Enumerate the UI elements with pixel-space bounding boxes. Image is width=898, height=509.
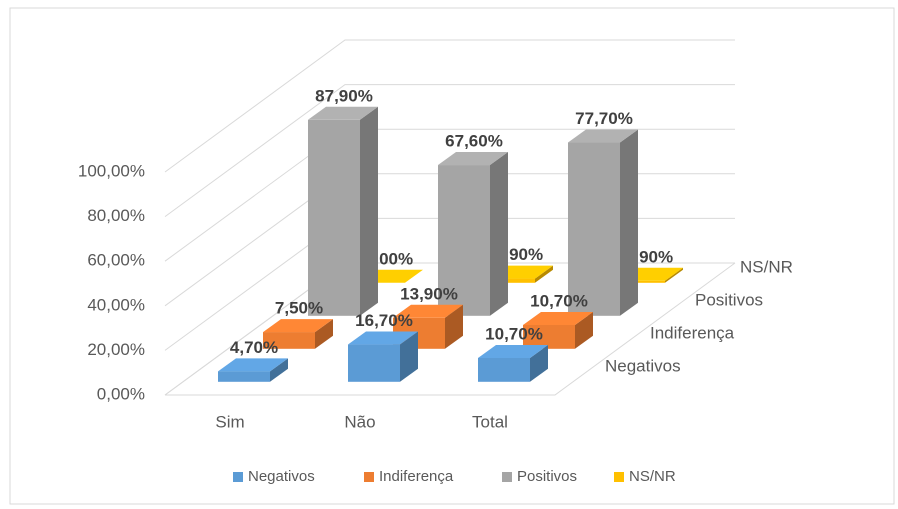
bar-side xyxy=(270,358,288,382)
value-label: 4,70% xyxy=(230,338,278,357)
depth-label: NS/NR xyxy=(740,257,793,276)
bar-top xyxy=(308,106,378,120)
bar-top xyxy=(523,311,593,325)
bar xyxy=(308,106,378,316)
y-tick-label: 60,00% xyxy=(87,251,145,270)
y-tick-label: 100,00% xyxy=(78,161,145,180)
legend-label: NS/NR xyxy=(629,468,676,485)
bar xyxy=(218,358,288,382)
bar-side xyxy=(530,344,548,382)
depth-label: Positivos xyxy=(695,290,763,309)
legend-swatch xyxy=(233,472,243,482)
bar-side xyxy=(490,152,508,316)
legend-label: Indiferença xyxy=(379,468,454,485)
bar-top xyxy=(263,319,333,333)
bar-top xyxy=(568,129,638,143)
bar-side xyxy=(665,267,683,283)
legend-swatch xyxy=(614,472,624,482)
bar-top xyxy=(393,304,463,318)
y-tick-label: 80,00% xyxy=(87,206,145,225)
value-label: 10,70% xyxy=(530,291,588,310)
bar-front xyxy=(523,324,575,349)
grid-line xyxy=(164,84,735,218)
x-tick-label: Não xyxy=(344,412,375,431)
bar-side xyxy=(445,304,463,349)
bar xyxy=(568,129,638,316)
bar xyxy=(263,319,333,349)
bar-side xyxy=(400,331,418,382)
bar-top xyxy=(218,358,288,372)
bar xyxy=(348,331,418,382)
bar xyxy=(438,152,508,316)
bar-front xyxy=(568,142,620,316)
bar-front xyxy=(478,357,530,382)
bar-front xyxy=(613,280,665,283)
x-tick-label: Total xyxy=(472,412,508,431)
y-tick-label: 40,00% xyxy=(87,295,145,314)
bar-front xyxy=(483,278,535,283)
y-tick-label: 0,00% xyxy=(97,384,145,403)
bar-side xyxy=(535,265,553,283)
bar xyxy=(523,311,593,349)
legend-swatch xyxy=(364,472,374,482)
bar-side xyxy=(620,129,638,316)
bar-front xyxy=(348,344,400,382)
value-label: 7,50% xyxy=(275,299,323,318)
depth-label: Negativos xyxy=(605,356,681,375)
floor-edge xyxy=(165,262,736,396)
x-tick-label: Sim xyxy=(215,412,244,431)
bar xyxy=(478,344,548,382)
bar-side xyxy=(575,311,593,349)
legend-label: Negativos xyxy=(248,468,315,485)
bar-top xyxy=(478,344,548,358)
bar-side xyxy=(360,106,378,316)
grid-line xyxy=(164,39,735,173)
bar-top xyxy=(348,331,418,345)
y-tick-label: 20,00% xyxy=(87,340,145,359)
bar-front xyxy=(438,165,490,316)
value-label: 87,90% xyxy=(315,86,373,105)
bar-front xyxy=(218,371,270,382)
bar-front xyxy=(308,119,360,316)
value-label: 16,70% xyxy=(355,311,413,330)
legend-label: Positivos xyxy=(517,468,577,485)
value-label: 13,90% xyxy=(400,284,458,303)
value-label: 67,60% xyxy=(445,132,503,151)
bar-front xyxy=(263,332,315,349)
value-label: 77,70% xyxy=(575,109,633,128)
legend-swatch xyxy=(502,472,512,482)
depth-label: Indiferença xyxy=(650,323,735,342)
bar-side xyxy=(315,319,333,349)
value-label: 10,70% xyxy=(485,324,543,343)
bar-top xyxy=(438,152,508,166)
